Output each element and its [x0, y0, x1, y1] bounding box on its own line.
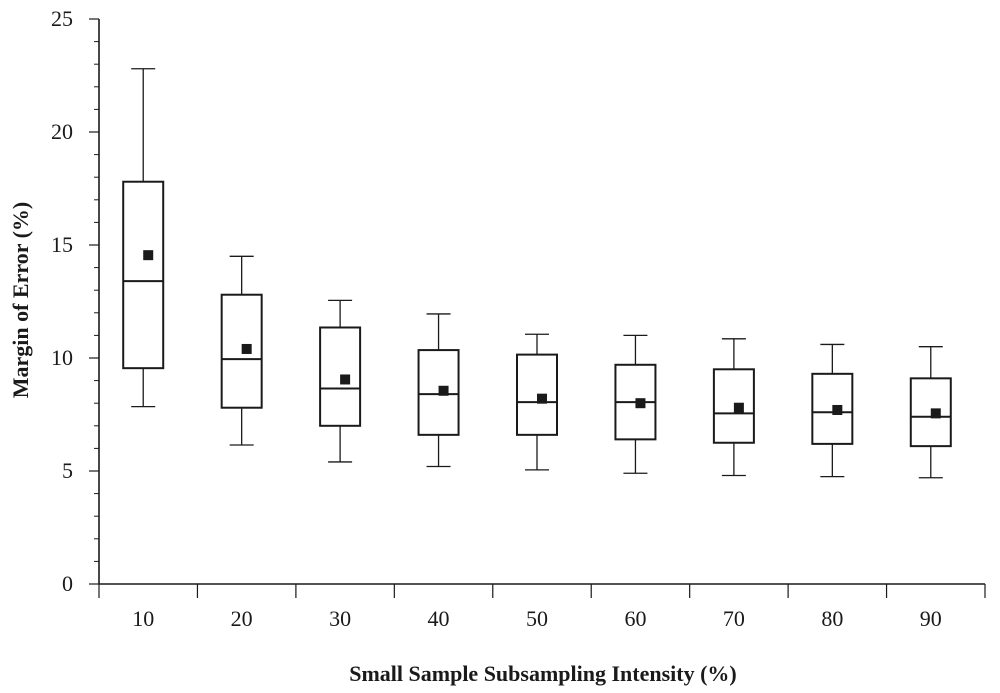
- y-axis-title: Margin of Error (%): [8, 202, 33, 399]
- mean-marker: [438, 385, 449, 396]
- x-axis-title: Small Sample Subsampling Intensity (%): [349, 661, 737, 686]
- mean-marker: [537, 393, 547, 404]
- x-tick-label: 70: [723, 606, 745, 631]
- plot-area: 0 5 10 15 20 25 10 20 30 40 50 60 70 80 90: [51, 6, 986, 631]
- mean-marker: [143, 250, 154, 261]
- y-tick-label: 20: [51, 119, 73, 144]
- y-tick-label: 25: [51, 6, 73, 31]
- x-tick-label: 60: [624, 606, 646, 631]
- mean-marker: [832, 404, 843, 415]
- x-tick-label: 20: [231, 606, 253, 631]
- x-tick-label: 80: [821, 606, 843, 631]
- y-tick-label: 15: [51, 232, 73, 257]
- mean-marker: [241, 343, 252, 354]
- y-tick-label: 0: [62, 571, 73, 596]
- mean-marker: [340, 374, 351, 385]
- mean-marker: [733, 402, 744, 413]
- y-tick-label: 10: [51, 345, 73, 370]
- iqr-box: [319, 326, 362, 427]
- iqr-box: [122, 180, 165, 370]
- mean-marker: [635, 398, 646, 409]
- mean-marker: [930, 408, 941, 419]
- x-tick-label: 40: [428, 606, 450, 631]
- x-tick-label: 50: [526, 606, 548, 631]
- x-tick-label: 30: [329, 606, 351, 631]
- x-tick-label: 10: [132, 606, 154, 631]
- y-tick-label: 5: [62, 458, 73, 483]
- x-tick-label: 90: [920, 606, 942, 631]
